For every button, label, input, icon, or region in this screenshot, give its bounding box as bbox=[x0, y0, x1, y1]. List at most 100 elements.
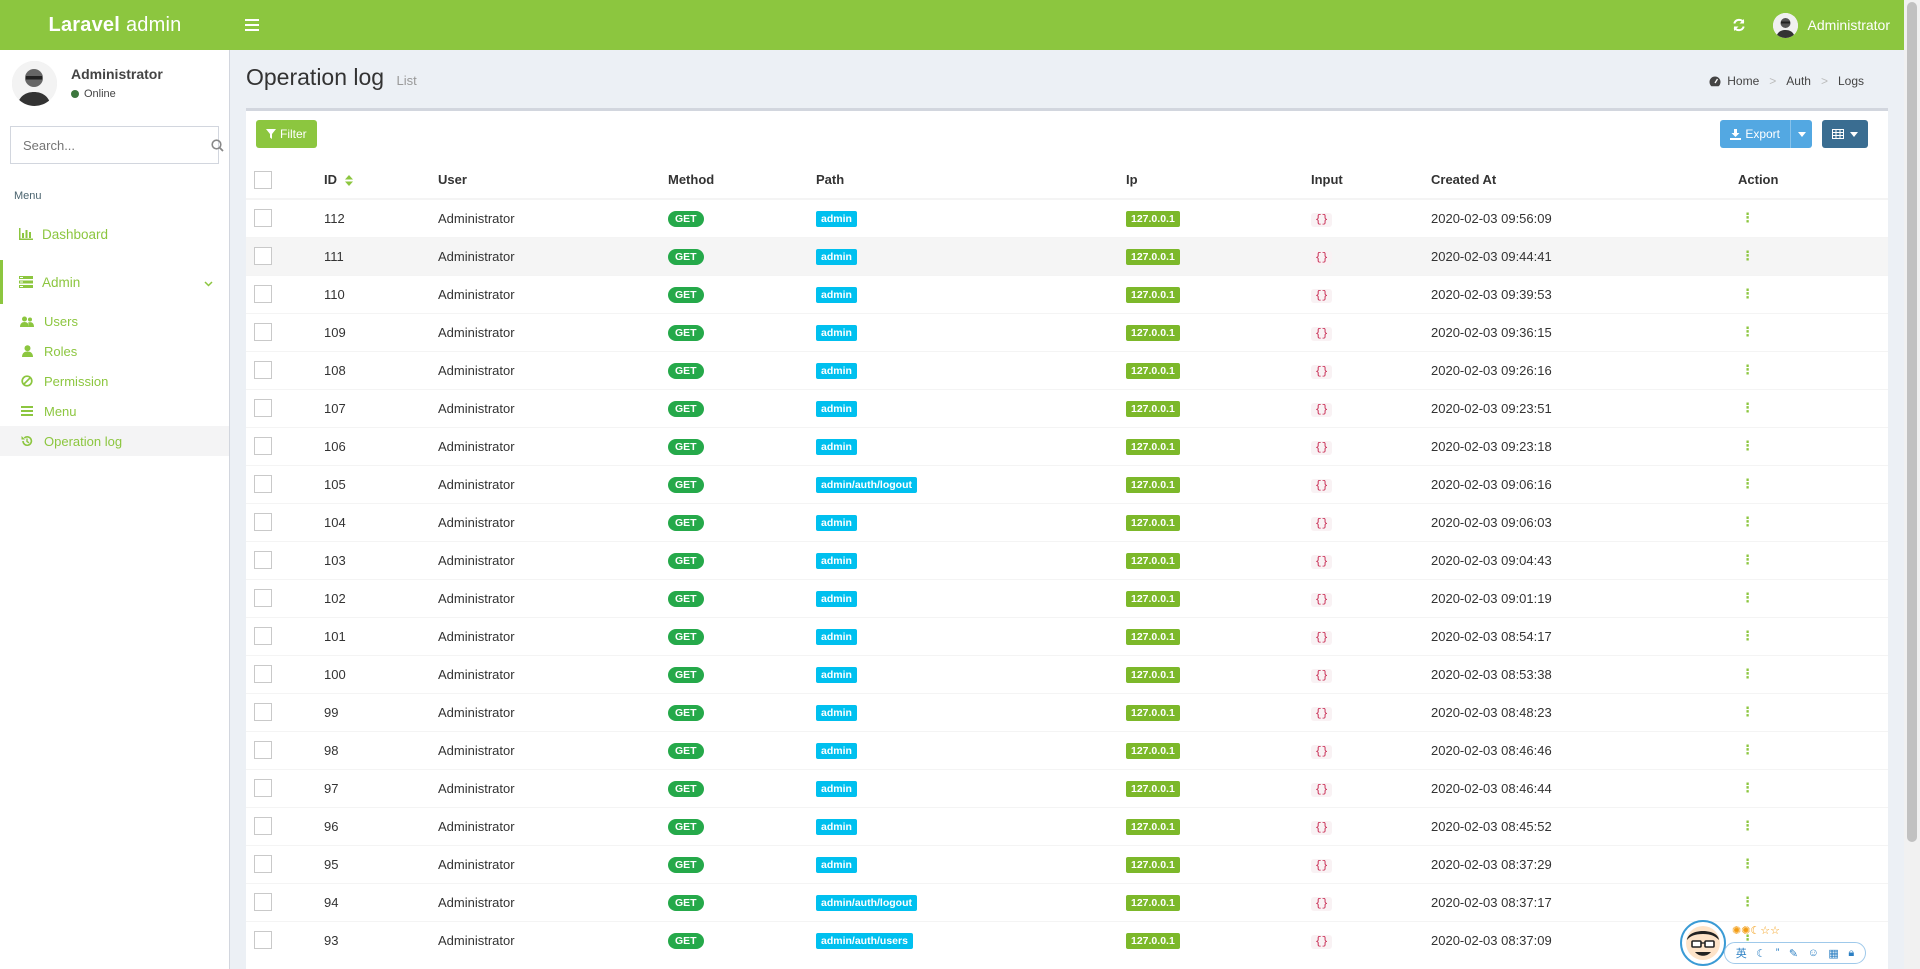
row-checkbox[interactable] bbox=[254, 855, 272, 873]
row-checkbox[interactable] bbox=[254, 589, 272, 607]
cell-path: admin bbox=[808, 274, 1118, 313]
cell-action: ⋮ bbox=[1738, 882, 1888, 921]
user-menu[interactable]: Administrator bbox=[1761, 12, 1890, 38]
sort-icon[interactable] bbox=[344, 175, 353, 187]
row-checkbox[interactable] bbox=[254, 475, 272, 493]
filter-icon bbox=[266, 129, 276, 139]
sidebar-item-users[interactable]: Users bbox=[0, 306, 229, 336]
sidebar-toggle-button[interactable] bbox=[230, 0, 274, 50]
filter-button[interactable]: Filter bbox=[256, 120, 317, 148]
row-checkbox[interactable] bbox=[254, 931, 272, 950]
emoji-icon[interactable]: ☺ bbox=[1807, 947, 1819, 959]
sidebar-item-label: Menu bbox=[44, 403, 77, 419]
cell-id: 108 bbox=[316, 350, 430, 389]
row-actions-ellipsis-icon[interactable]: ⋮ bbox=[1741, 628, 1754, 643]
row-actions-ellipsis-icon[interactable]: ⋮ bbox=[1741, 590, 1754, 605]
cell-id: 97 bbox=[316, 768, 430, 807]
row-actions-ellipsis-icon[interactable]: ⋮ bbox=[1741, 476, 1754, 491]
row-actions-ellipsis-icon[interactable]: ⋮ bbox=[1741, 704, 1754, 719]
export-main-button[interactable]: Export bbox=[1720, 120, 1790, 148]
table-header-row: ID User Method Path Ip Input Created At … bbox=[246, 161, 1888, 200]
row-actions-ellipsis-icon[interactable]: ⋮ bbox=[1741, 742, 1754, 757]
row-actions-ellipsis-icon[interactable]: ⋮ bbox=[1741, 362, 1754, 377]
column-header-id[interactable]: ID bbox=[316, 161, 430, 200]
app-logo[interactable]: Laravel admin bbox=[0, 0, 230, 50]
scrollbar-thumb[interactable] bbox=[1907, 2, 1917, 842]
search-button[interactable] bbox=[211, 127, 224, 163]
row-checkbox[interactable] bbox=[254, 209, 272, 228]
input-json: {} bbox=[1311, 744, 1333, 759]
cell-action: ⋮ bbox=[1738, 312, 1888, 351]
sidebar-item-roles[interactable]: Roles bbox=[0, 336, 229, 366]
row-checkbox[interactable] bbox=[254, 779, 272, 797]
cell-ip: 127.0.0.1 bbox=[1118, 768, 1303, 807]
path-label: admin/auth/users bbox=[816, 932, 913, 949]
sidebar-item-menu[interactable]: Menu bbox=[0, 396, 229, 426]
ip-label: 127.0.0.1 bbox=[1126, 552, 1180, 569]
row-checkbox[interactable] bbox=[254, 513, 272, 531]
row-checkbox[interactable] bbox=[254, 627, 272, 645]
cell-path: admin bbox=[808, 768, 1118, 807]
row-actions-ellipsis-icon[interactable]: ⋮ bbox=[1741, 248, 1754, 263]
row-checkbox[interactable] bbox=[254, 323, 272, 341]
sidebar-item-permission[interactable]: Permission bbox=[0, 366, 229, 396]
punctuation-icon[interactable]: ” bbox=[1775, 947, 1780, 959]
select-all-checkbox[interactable] bbox=[254, 170, 272, 189]
bars-icon bbox=[20, 406, 34, 416]
export-button[interactable]: Export bbox=[1720, 120, 1812, 148]
breadcrumb-auth[interactable]: Auth bbox=[1786, 74, 1811, 88]
row-checkbox[interactable] bbox=[254, 247, 272, 265]
row-checkbox[interactable] bbox=[254, 703, 272, 721]
row-checkbox[interactable] bbox=[254, 437, 272, 455]
row-actions-ellipsis-icon[interactable]: ⋮ bbox=[1741, 894, 1754, 909]
row-actions-ellipsis-icon[interactable]: ⋮ bbox=[1741, 552, 1754, 567]
row-checkbox[interactable] bbox=[254, 741, 272, 759]
cell-id: 109 bbox=[316, 312, 430, 351]
cell-user: Administrator bbox=[430, 502, 660, 541]
row-actions-ellipsis-icon[interactable]: ⋮ bbox=[1741, 818, 1754, 833]
caret-down-icon bbox=[1797, 131, 1806, 137]
columns-selector-button[interactable] bbox=[1822, 120, 1868, 148]
row-actions-ellipsis-icon[interactable]: ⋮ bbox=[1741, 666, 1754, 681]
sidebar-item-admin[interactable]: Admin bbox=[0, 260, 229, 304]
cell-input: {} bbox=[1303, 578, 1423, 617]
row-checkbox[interactable] bbox=[254, 817, 272, 835]
row-actions-ellipsis-icon[interactable]: ⋮ bbox=[1741, 324, 1754, 339]
moon-icon[interactable]: ☾ bbox=[1756, 947, 1767, 960]
row-checkbox[interactable] bbox=[254, 893, 272, 911]
cell-path: admin bbox=[808, 616, 1118, 655]
lock-icon[interactable]: 🔒︎ bbox=[1848, 946, 1855, 959]
sidebar-item-operation-log[interactable]: Operation log bbox=[0, 426, 229, 456]
ip-label: 127.0.0.1 bbox=[1126, 286, 1180, 303]
row-checkbox[interactable] bbox=[254, 551, 272, 569]
cell-path: admin/auth/users bbox=[808, 920, 1118, 959]
row-checkbox[interactable] bbox=[254, 285, 272, 303]
sidebar-item-dashboard[interactable]: Dashboard bbox=[0, 212, 229, 256]
row-checkbox[interactable] bbox=[254, 665, 272, 683]
row-actions-ellipsis-icon[interactable]: ⋮ bbox=[1741, 514, 1754, 529]
row-actions-ellipsis-icon[interactable]: ⋮ bbox=[1741, 780, 1754, 795]
history-icon bbox=[20, 435, 34, 447]
grid-icon[interactable]: ▦ bbox=[1828, 947, 1839, 960]
export-dropdown-toggle[interactable] bbox=[1790, 120, 1812, 148]
row-select-cell bbox=[246, 198, 316, 237]
row-actions-ellipsis-icon[interactable]: ⋮ bbox=[1741, 210, 1754, 226]
page-scrollbar[interactable] bbox=[1904, 0, 1920, 969]
refresh-button[interactable] bbox=[1717, 0, 1761, 50]
row-actions-ellipsis-icon[interactable]: ⋮ bbox=[1741, 438, 1754, 453]
breadcrumb-separator: > bbox=[1820, 74, 1828, 88]
sidebar-search-input[interactable] bbox=[11, 127, 211, 163]
row-checkbox[interactable] bbox=[254, 361, 272, 379]
row-actions-ellipsis-icon[interactable]: ⋮ bbox=[1741, 856, 1754, 871]
ime-mascot-icon[interactable] bbox=[1680, 920, 1726, 966]
method-label: GET bbox=[668, 780, 704, 797]
table-row: 105 Administrator GET admin/auth/logout 127.… bbox=[246, 464, 1888, 503]
breadcrumb-home[interactable]: Home bbox=[1727, 74, 1760, 88]
row-actions-ellipsis-icon[interactable]: ⋮ bbox=[1741, 400, 1754, 415]
ime-language-toggle[interactable]: 英 bbox=[1735, 948, 1747, 960]
row-checkbox[interactable] bbox=[254, 399, 272, 417]
wrench-icon[interactable]: ✎ bbox=[1788, 947, 1799, 960]
cell-created-at: 2020-02-03 08:53:38 bbox=[1423, 654, 1738, 693]
input-json: {} bbox=[1311, 402, 1333, 417]
row-actions-ellipsis-icon[interactable]: ⋮ bbox=[1741, 286, 1754, 301]
